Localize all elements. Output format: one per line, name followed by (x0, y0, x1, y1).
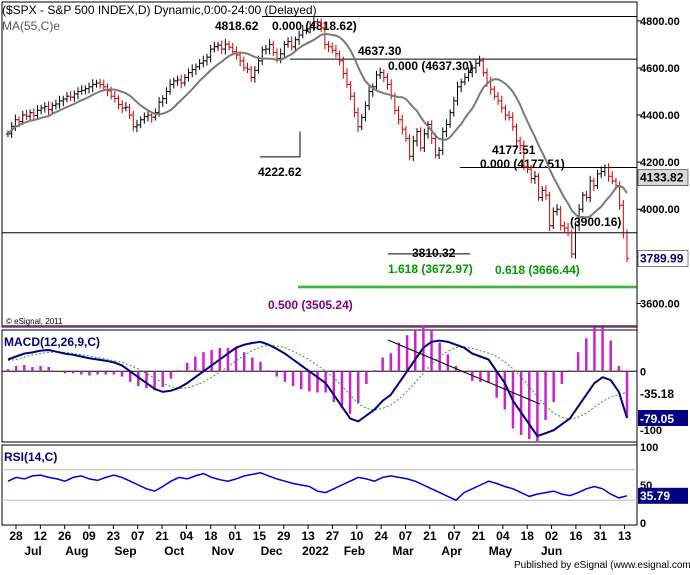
macd-signal-box (638, 386, 688, 400)
rsi-y-label: 0 (640, 518, 646, 530)
x-month-label: Nov (212, 544, 235, 558)
fib-ratio-4177: 0.000 (4177.51) (480, 157, 565, 171)
price-y-label: 4800.00 (640, 16, 680, 28)
x-tick-label: 07 (447, 529, 461, 543)
fib-label-3810: 3810.32 (412, 246, 456, 260)
x-month-label: Mar (392, 544, 414, 558)
x-tick-label: 31 (594, 529, 608, 543)
x-tick-label: 21 (423, 529, 437, 543)
macd-last-box (638, 410, 688, 426)
x-tick-label: 09 (82, 529, 96, 543)
price-y-label: 4200.00 (640, 157, 680, 169)
rsi-y-label: 100 (640, 442, 658, 454)
x-tick-label: 04 (180, 529, 194, 543)
rsi-line (7, 472, 628, 502)
price-y-label: 4600.00 (640, 63, 680, 75)
x-tick-label: 13 (301, 529, 315, 543)
x-month-label: Jul (24, 544, 41, 558)
ma-last-value: 4133.82 (640, 171, 684, 185)
footer-credit: Published by eSignal (www.esignal.com) (514, 560, 690, 571)
macd-signal-line (7, 344, 628, 420)
x-month-label: 2022 (302, 544, 329, 558)
macd-y-label: -100 (640, 425, 662, 437)
ma-line (7, 32, 628, 219)
x-tick-label: 21 (155, 529, 169, 543)
x-tick-label: 01 (228, 529, 242, 543)
x-month-label: Dec (261, 544, 283, 558)
x-month-label: Aug (65, 544, 88, 558)
macd-y-label: 0 (640, 366, 646, 378)
fib-ratio-3666: 0.618 (3666.44) (495, 263, 580, 277)
fib-ratio-4818: 0.000 (4818.62) (272, 19, 357, 33)
ma-label: MA(55,C)e (2, 19, 61, 33)
ma-last-value-box (637, 169, 689, 186)
x-tick-label: 26 (58, 529, 72, 543)
macd-signal-value: -35.18 (640, 387, 674, 401)
fib-label-4637: 4637.30 (358, 44, 402, 58)
x-month-label: Apr (441, 544, 462, 558)
x-tick-label: 04 (496, 529, 510, 543)
macd-line (7, 339, 628, 438)
chart-title: ($SPX - S&P 500 INDEX,D) Dynamic,0:00-24… (2, 3, 317, 17)
x-month-label: Jun (541, 544, 562, 558)
fib-label-4177: 4177.51 (492, 143, 536, 157)
x-tick-label: 16 (569, 529, 583, 543)
price-y-label: 4000.00 (640, 204, 680, 216)
fib-label-4222: 4222.62 (258, 165, 302, 179)
rsi-last-box (638, 487, 688, 504)
x-tick-label: 18 (204, 529, 218, 543)
x-tick-label: 23 (107, 529, 121, 543)
fib-ratio-3900: (3900.16) (570, 215, 621, 229)
rsi-label: RSI(14,C) (4, 450, 57, 464)
fib-ratio-3672: 1.618 (3672.97) (388, 262, 473, 276)
current-price-value-box (637, 250, 689, 267)
x-month-label: May (489, 544, 513, 558)
fib-ratio-4637: 0.000 (4637.30) (388, 59, 473, 73)
rsi-last-value: 35.79 (640, 489, 670, 503)
x-month-label: Sep (115, 544, 137, 558)
macd-last-value: -79.05 (640, 412, 674, 426)
x-tick-label: 29 (277, 529, 291, 543)
rsi-panel-border (1, 444, 638, 526)
x-month-label: Feb (344, 544, 365, 558)
fib-ratio-3505: 0.500 (3505.24) (268, 298, 353, 312)
x-tick-label: 28 (9, 529, 23, 543)
x-tick-label: 18 (521, 529, 535, 543)
price-y-label: 3600.00 (640, 298, 680, 310)
current-price-value: 3789.99 (640, 252, 684, 266)
price-y-label: 4400.00 (640, 110, 680, 122)
x-tick-label: 07 (131, 529, 145, 543)
x-tick-label: 24 (374, 529, 388, 543)
x-tick-label: 07 (399, 529, 413, 543)
watermark: © eSignal, 2011 (6, 317, 63, 326)
x-tick-label: 13 (618, 529, 632, 543)
x-tick-label: 02 (545, 529, 559, 543)
x-month-label: Oct (164, 544, 184, 558)
x-tick-label: 15 (253, 529, 267, 543)
x-tick-label: 27 (326, 529, 340, 543)
fib-label-4818: 4818.62 (215, 19, 259, 33)
macd-trendline (387, 339, 541, 405)
x-tick-label: 21 (472, 529, 486, 543)
macd-label: MACD(12,26,9,C) (4, 335, 100, 349)
x-tick-label: 10 (350, 529, 364, 543)
x-tick-label: 12 (34, 529, 48, 543)
